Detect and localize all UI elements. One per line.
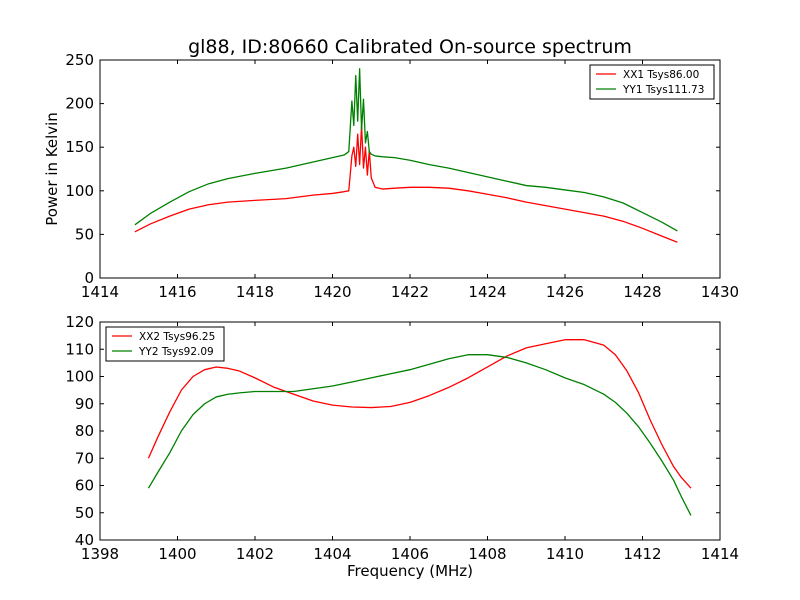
bottom-x-axis-label: Frequency (MHz) bbox=[347, 562, 473, 580]
bottom-plot-frame bbox=[99, 321, 721, 541]
bottom-ticks: 1398 1400 1402 1404 1406 1408 1410 1412 1414 40 50… bbox=[65, 313, 739, 563]
bottom-y-tick-label: 60 bbox=[75, 477, 94, 495]
bottom-legend: XX2 Tsys96.25 YY2 Tsys92.09 bbox=[105, 326, 225, 362]
bottom-y-tick-label: 70 bbox=[75, 449, 94, 467]
chart-title: gl88, ID:80660 Calibrated On-source spec… bbox=[188, 36, 632, 58]
bottom-x-tick-label: 1414 bbox=[701, 545, 739, 563]
top-y-tick-label: 100 bbox=[65, 182, 94, 200]
bottom-x-tick-label: 1398 bbox=[81, 545, 119, 563]
legend-label-xx2: XX2 Tsys96.25 bbox=[139, 331, 215, 343]
top-y-tick-label: 0 bbox=[84, 269, 94, 287]
top-legend-box bbox=[589, 64, 715, 100]
top-x-tick-label: 1422 bbox=[391, 283, 429, 301]
top-legend: XX1 Tsys86.00 YY1 Tsys111.73 bbox=[589, 64, 715, 100]
bottom-y-tick-label: 110 bbox=[65, 340, 94, 358]
top-chart: gl88, ID:80660 Calibrated On-source spec… bbox=[43, 36, 739, 301]
top-x-tick-label: 1420 bbox=[313, 283, 351, 301]
bottom-y-tick-label: 120 bbox=[65, 313, 94, 331]
legend-label-yy2: YY2 Tsys92.09 bbox=[138, 346, 214, 358]
bottom-series bbox=[147, 339, 692, 516]
top-x-tick-label: 1424 bbox=[468, 283, 506, 301]
top-x-tick-label: 1426 bbox=[546, 283, 584, 301]
bottom-x-tick-label: 1402 bbox=[236, 545, 274, 563]
bottom-y-tick-label: 40 bbox=[75, 531, 94, 549]
bottom-x-tick-label: 1404 bbox=[313, 545, 351, 563]
legend-label-xx1: XX1 Tsys86.00 bbox=[623, 69, 699, 81]
top-x-tick-label: 1428 bbox=[623, 283, 661, 301]
top-y-axis-label: Power in Kelvin bbox=[43, 112, 61, 226]
bottom-chart: Frequency (MHz) 1398 1400 1402 1404 1406 1408… bbox=[65, 313, 739, 580]
top-x-tick-label: 1430 bbox=[701, 283, 739, 301]
top-x-tick-label: 1416 bbox=[158, 283, 196, 301]
bottom-x-tick-label: 1410 bbox=[546, 545, 584, 563]
bottom-y-tick-label: 50 bbox=[75, 504, 94, 522]
bottom-legend-box bbox=[105, 326, 225, 362]
top-series-line-0 bbox=[134, 124, 678, 243]
legend-label-yy1: YY1 Tsys111.73 bbox=[622, 84, 704, 96]
bottom-y-tick-label: 80 bbox=[75, 422, 94, 440]
top-y-tick-label: 250 bbox=[65, 51, 94, 69]
top-series bbox=[134, 68, 678, 243]
top-y-tick-label: 200 bbox=[65, 95, 94, 113]
bottom-x-tick-label: 1408 bbox=[468, 545, 506, 563]
bottom-x-tick-label: 1400 bbox=[158, 545, 196, 563]
top-x-tick-label: 1418 bbox=[236, 283, 274, 301]
top-y-tick-label: 50 bbox=[75, 225, 94, 243]
top-x-tick-label: 1414 bbox=[81, 283, 119, 301]
top-ticks: 1414 1416 1418 1420 1422 1424 1426 1428 1430 0 50 1… bbox=[65, 51, 739, 301]
bottom-y-tick-label: 100 bbox=[65, 368, 94, 386]
top-plot-frame bbox=[99, 59, 721, 279]
bottom-x-tick-label: 1412 bbox=[623, 545, 661, 563]
bottom-y-tick-label: 90 bbox=[75, 395, 94, 413]
bottom-x-tick-label: 1406 bbox=[391, 545, 429, 563]
top-y-tick-label: 150 bbox=[65, 138, 94, 156]
bottom-series-line-1 bbox=[147, 354, 692, 516]
bottom-series-line-0 bbox=[147, 339, 692, 489]
top-series-line-1 bbox=[134, 68, 678, 232]
